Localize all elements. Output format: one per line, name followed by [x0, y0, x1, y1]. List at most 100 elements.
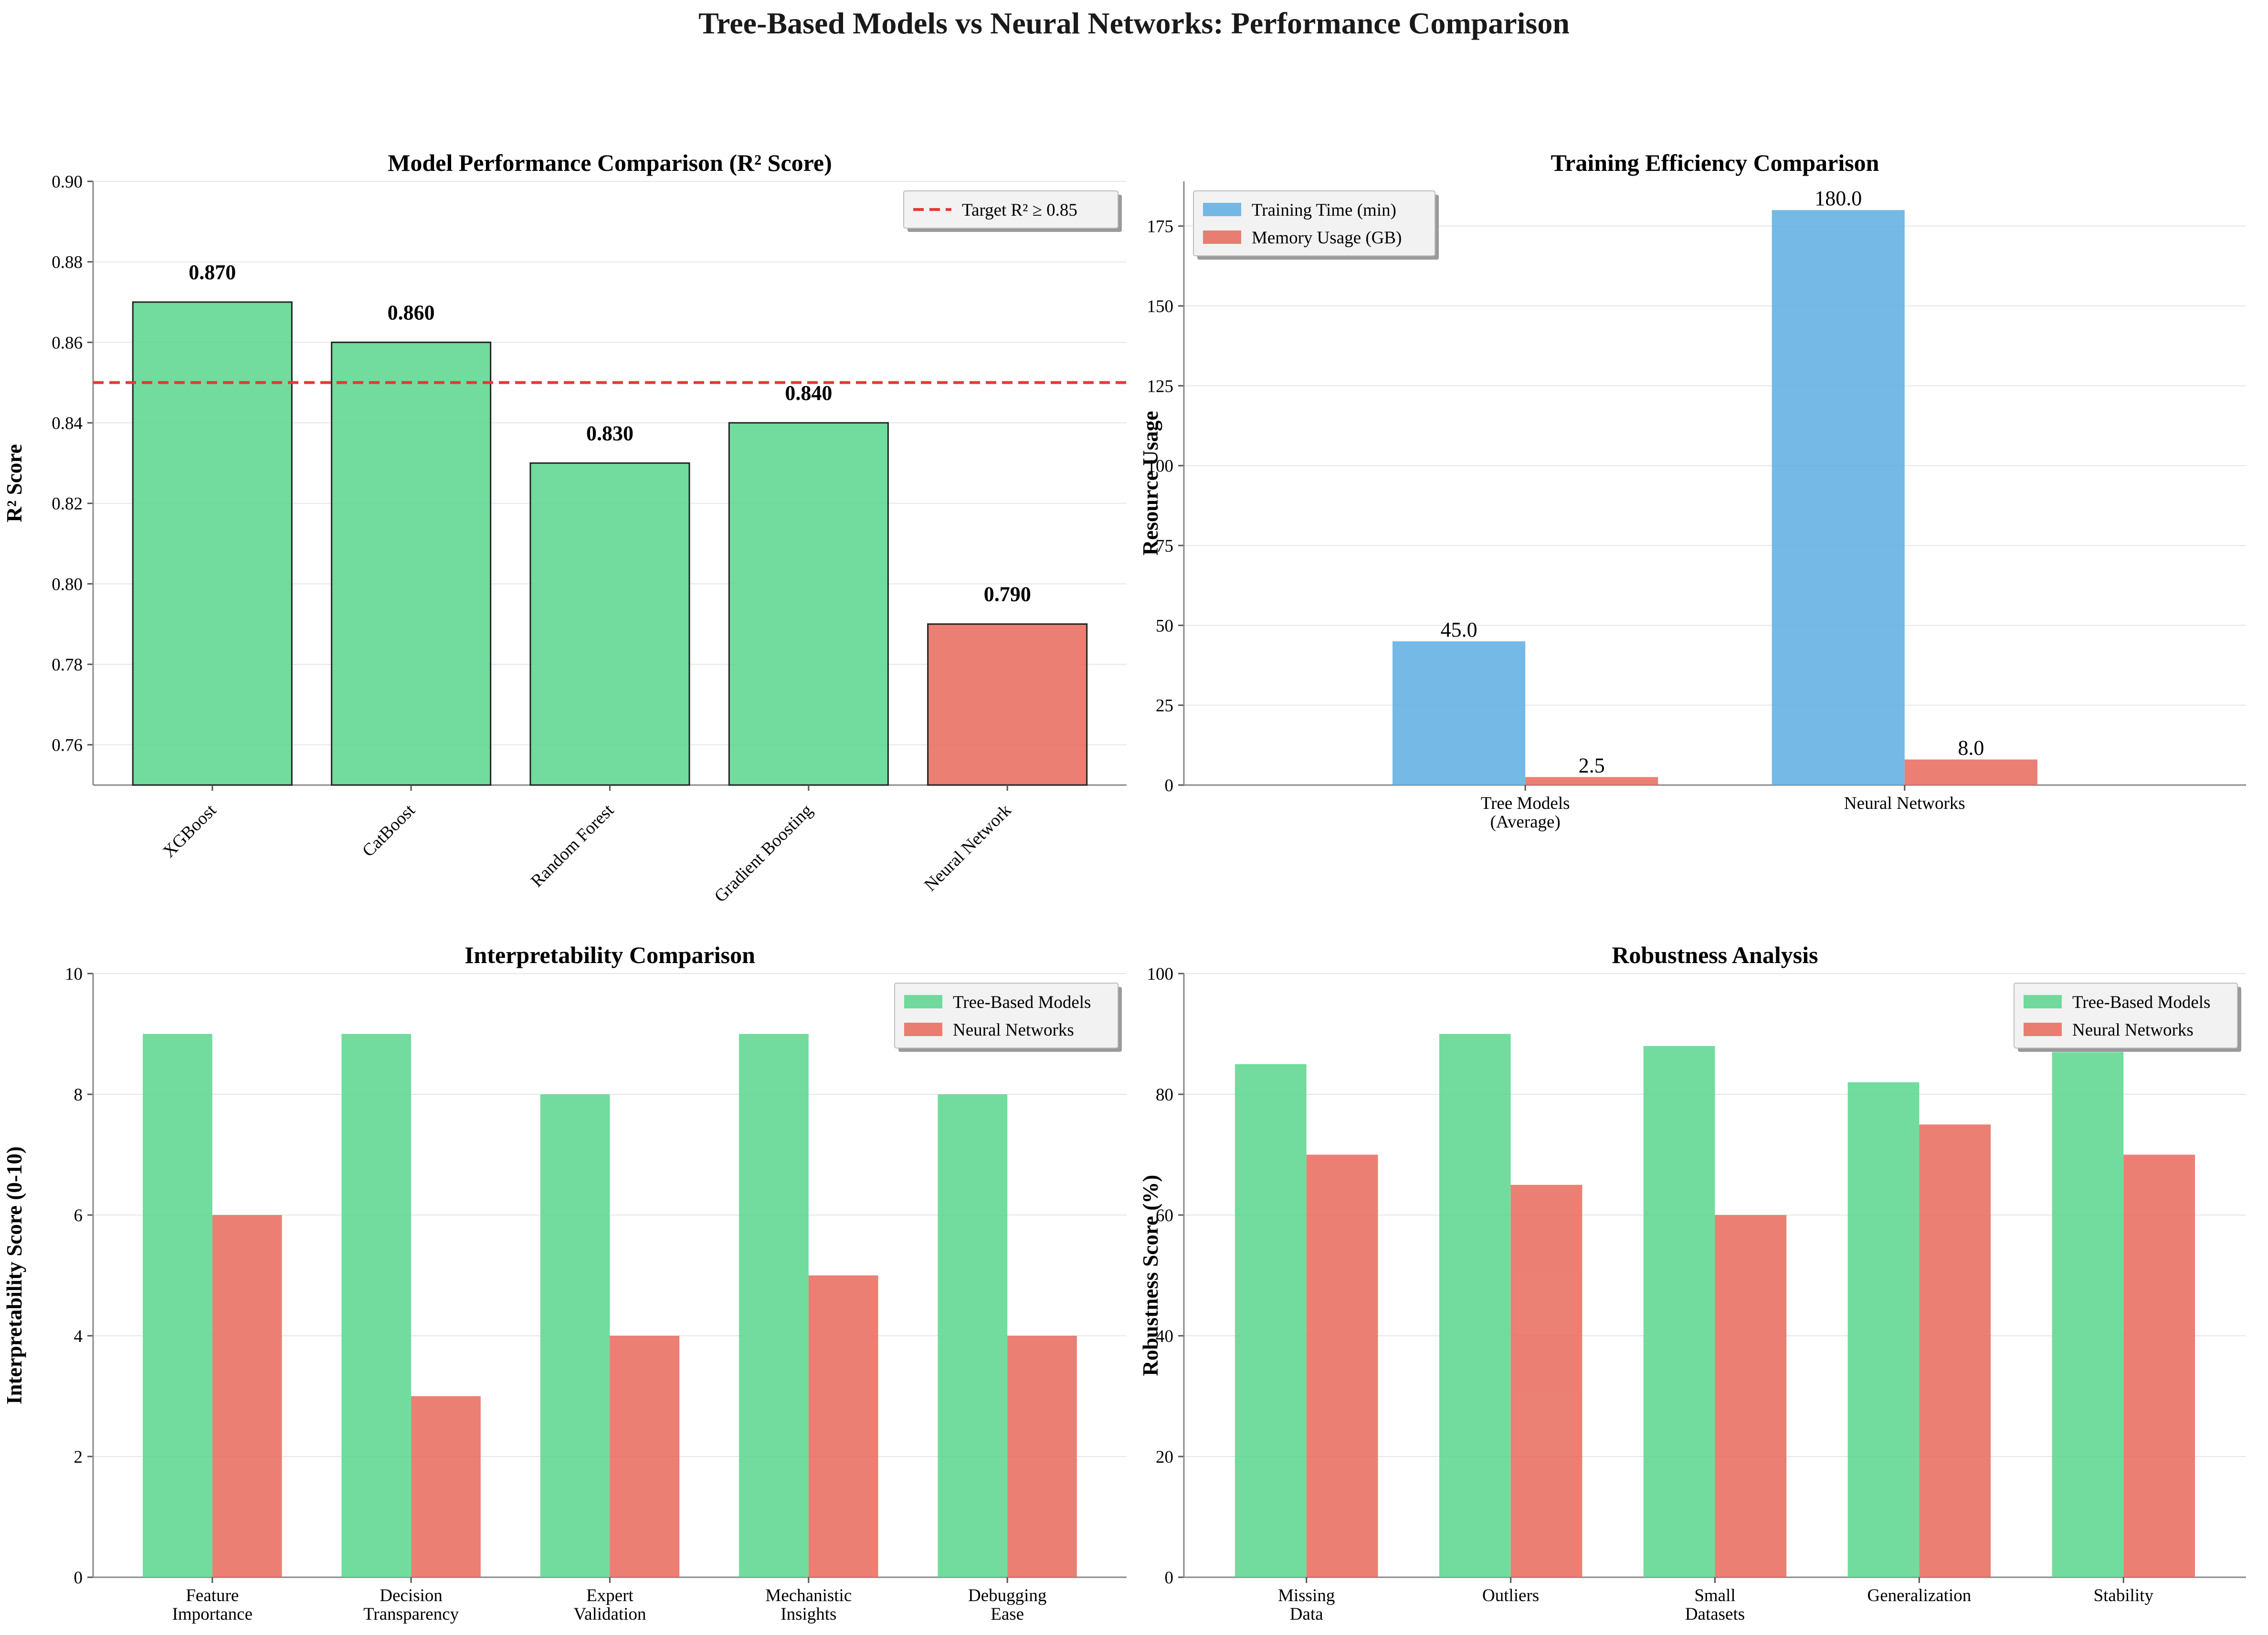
figure-title: Tree-Based Models vs Neural Networks: Pe…: [698, 6, 1570, 40]
bar: [143, 1034, 212, 1577]
bar: [341, 1034, 411, 1577]
x-tick-label: Gradient Boosting: [711, 800, 817, 906]
y-tick-label: 0: [1165, 1568, 1174, 1588]
legend-box: [1193, 190, 1435, 256]
y-tick-label: 40: [1156, 1327, 1173, 1346]
chart-title: Training Efficiency Comparison: [1551, 149, 1879, 176]
x-tick-label: CatBoost: [359, 800, 419, 861]
bar: [1510, 1184, 1582, 1577]
legend: Tree-Based Models Neural Networks: [894, 983, 1122, 1052]
y-tick-label: 80: [1156, 1085, 1173, 1105]
bar-value-label: 0.870: [189, 261, 236, 284]
y-tick-label: 6: [74, 1206, 83, 1226]
bar: [1007, 1336, 1077, 1577]
x-tick-label: Random Forest: [527, 800, 618, 891]
training-efficiency-chart: 0 25 50 75 100 125 150 175 Training Efficiency C…: [1139, 149, 2246, 832]
bar: [529, 462, 690, 786]
y-tick-label: 25: [1156, 696, 1173, 716]
bar: [1439, 1034, 1511, 1577]
y-tick-label: 0.82: [52, 494, 83, 514]
y-tick-label: 0.84: [52, 414, 83, 433]
x-tick-label: Debugging Ease: [968, 1586, 1046, 1624]
legend-label: Tree-Based Models: [953, 993, 1091, 1012]
y-tick-label: 100: [1147, 964, 1174, 984]
y-axis-label: Robustness Score (%): [1139, 1175, 1162, 1376]
bar: [212, 1215, 282, 1577]
bar-value-label: 0.860: [388, 301, 435, 324]
y-axis-label: R² Score: [2, 444, 26, 523]
y-tick-label: 0.90: [52, 172, 83, 192]
bar-value-label: 8.0: [1958, 736, 1984, 759]
x-tick-label: Neural Network: [920, 800, 1015, 895]
legend-swatch: [1203, 203, 1241, 216]
legend-swatch: [904, 995, 942, 1008]
bar: [132, 301, 293, 786]
x-tick-label: Outliers: [1482, 1586, 1539, 1605]
legend: Tree-Based Models Neural Networks: [2014, 983, 2241, 1052]
y-tick-label: 0: [74, 1568, 83, 1588]
y-tick-label: 50: [1156, 616, 1173, 636]
x-tick-label: Missing Data: [1278, 1586, 1335, 1624]
legend-swatch: [1203, 231, 1241, 244]
x-tick-label: Neural Networks: [1844, 794, 1965, 813]
legend-box: [903, 190, 1118, 229]
bar-value-label: 0.840: [785, 381, 832, 405]
bar-value-label: 0.830: [586, 421, 633, 445]
bar: [1904, 759, 2037, 785]
bar: [1919, 1124, 1991, 1577]
chart-title: Robustness Analysis: [1612, 942, 1818, 968]
bar-value-label: 45.0: [1441, 618, 1477, 641]
chart-title: Interpretability Comparison: [464, 942, 755, 968]
bar-value-label: 0.790: [984, 583, 1031, 606]
y-tick-label: 0.80: [52, 575, 83, 594]
x-tick-label: Feature Importance: [172, 1586, 253, 1624]
bar: [1643, 1046, 1715, 1577]
bar: [1306, 1154, 1378, 1577]
x-tick-label: Decision Transparency: [363, 1586, 459, 1624]
bar: [1234, 1064, 1307, 1577]
legend-swatch: [904, 1023, 942, 1036]
y-tick-label: 0.78: [52, 655, 83, 675]
bar: [610, 1336, 680, 1577]
legend-label: Neural Networks: [953, 1020, 1074, 1040]
legend-label: Neural Networks: [2072, 1020, 2194, 1040]
legend-box: [894, 983, 1118, 1048]
y-tick-label: 10: [65, 964, 83, 984]
chart-title: Model Performance Comparison (R² Score): [388, 149, 832, 176]
y-tick-label: 100: [1147, 457, 1174, 476]
legend-label: Tree-Based Models: [2072, 993, 2210, 1012]
y-tick-label: 125: [1147, 377, 1174, 396]
y-tick-label: 0: [1165, 776, 1174, 796]
bar: [1847, 1082, 1920, 1577]
legend-swatch: [2024, 995, 2062, 1008]
y-tick-label: 60: [1156, 1206, 1173, 1226]
legend: Target R² ≥ 0.85: [903, 190, 1122, 232]
y-tick-label: 2: [74, 1447, 83, 1467]
y-axis-label: Interpretability Score (0-10): [2, 1146, 26, 1404]
bar: [808, 1275, 878, 1577]
bar: [1715, 1215, 1787, 1577]
y-tick-label: 0.76: [52, 736, 83, 755]
x-tick-label: Generalization: [1867, 1586, 1971, 1605]
legend-label: Training Time (min): [1252, 200, 1396, 220]
legend-label: Target R² ≥ 0.85: [962, 200, 1077, 220]
bar: [1772, 210, 1905, 786]
x-tick-label: Expert Validation: [573, 1586, 646, 1624]
legend-box: [2014, 983, 2238, 1048]
bar: [331, 341, 492, 786]
bar: [540, 1094, 610, 1577]
bar: [739, 1034, 809, 1577]
bar: [728, 422, 889, 786]
bar-value-label: 2.5: [1579, 754, 1605, 777]
x-tick-label: Small Datasets: [1685, 1586, 1745, 1624]
y-tick-label: 175: [1147, 217, 1174, 237]
legend: Training Time (min) Memory Usage (GB): [1193, 190, 1439, 260]
y-tick-label: 0.88: [52, 253, 83, 272]
x-tick-label: Mechanistic Insights: [765, 1586, 852, 1624]
bar: [927, 623, 1088, 786]
interpretability-chart: 0 2 4 6 8 10 Interpretability Comparison Interp…: [2, 942, 1127, 1624]
x-tick-label: Stability: [2094, 1586, 2154, 1605]
bar: [938, 1094, 1008, 1577]
y-tick-label: 20: [1156, 1447, 1173, 1467]
x-tick-label: XGBoost: [159, 800, 220, 861]
